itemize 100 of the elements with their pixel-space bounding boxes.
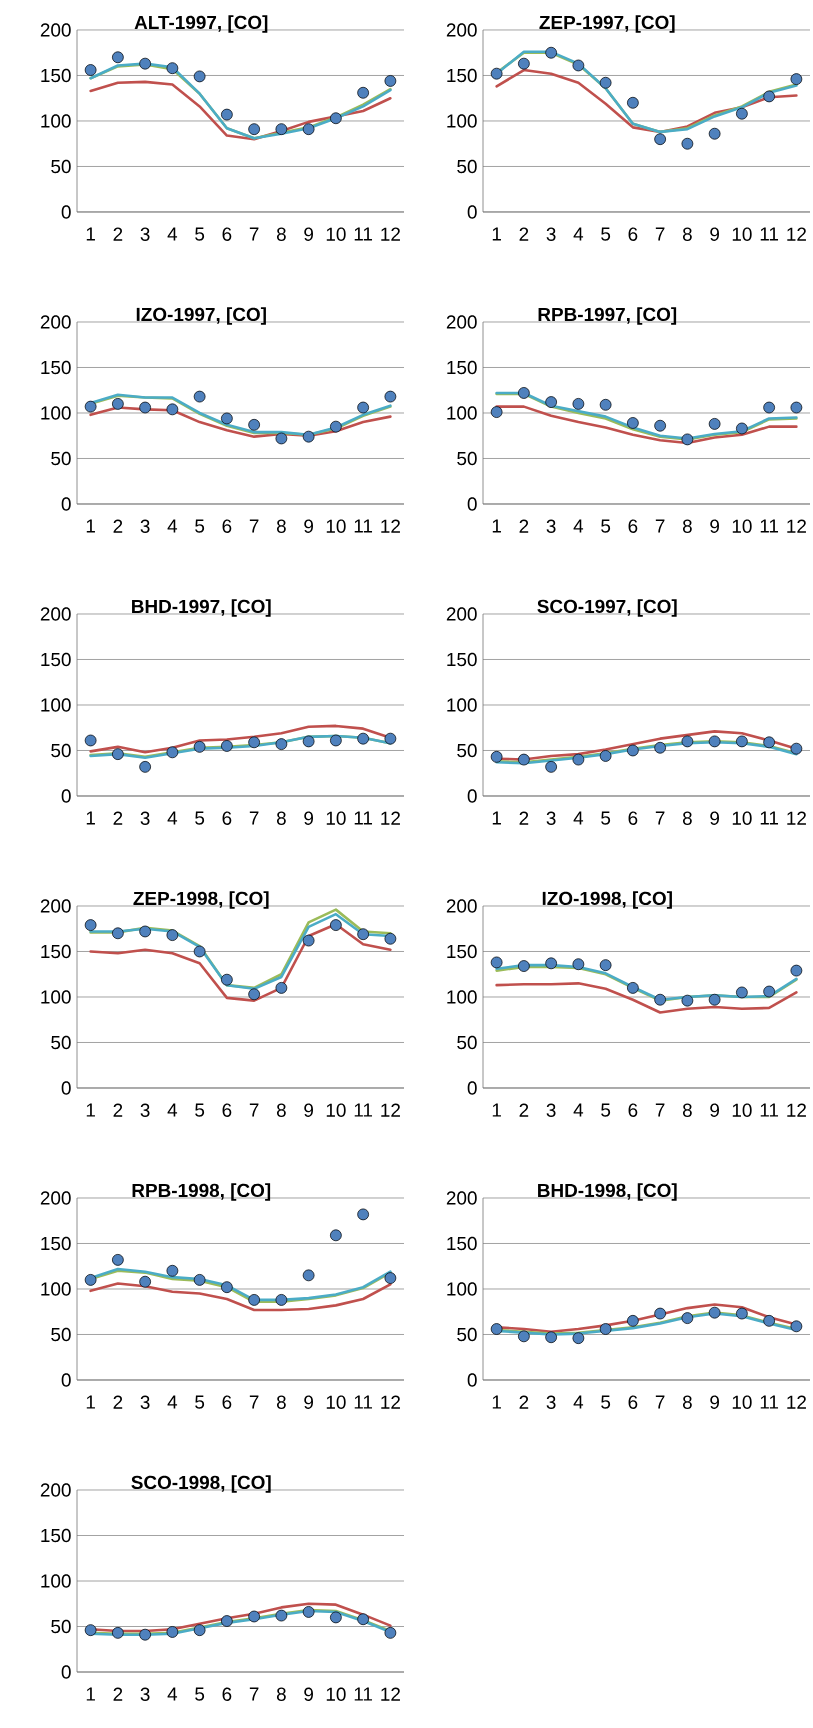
y-tick-label: 0 <box>467 789 477 803</box>
point <box>763 985 775 998</box>
x-tick-label: 7 <box>249 1395 259 1409</box>
point <box>139 1275 151 1288</box>
point <box>275 432 288 445</box>
x-tick-label: 1 <box>492 519 501 533</box>
point <box>139 401 151 414</box>
y-tick-label: 100 <box>447 406 477 420</box>
x-tick-label: 10 <box>732 227 752 241</box>
point <box>193 945 206 958</box>
x-tick-label: 8 <box>276 1687 286 1701</box>
x-tick-label: 1 <box>492 227 501 241</box>
x-tick-label: 11 <box>760 811 779 825</box>
x-tick-label: 12 <box>381 227 400 241</box>
point <box>221 1281 233 1294</box>
x-tick-label: 5 <box>601 1103 611 1117</box>
x-tick-label: 1 <box>86 1395 95 1409</box>
x-tick-label: 5 <box>195 519 205 533</box>
point <box>627 982 639 994</box>
y-tick-label: 100 <box>447 114 477 128</box>
x-tick-label: 10 <box>326 519 346 533</box>
point <box>248 1610 260 1623</box>
point <box>193 741 206 753</box>
point <box>248 1294 260 1306</box>
y-tick-label: 200 <box>40 607 71 621</box>
y-tick-label: 50 <box>457 743 477 758</box>
y-tick-label: 150 <box>41 1236 71 1251</box>
y-tick-label: 200 <box>40 899 71 913</box>
point <box>84 64 97 76</box>
x-tick-label: 7 <box>655 1395 665 1409</box>
y-tick-label: 150 <box>41 652 71 667</box>
point <box>572 753 585 766</box>
x-tick-label: 10 <box>326 1395 346 1409</box>
x-tick-label: 3 <box>546 1103 556 1117</box>
x-tick-label: 12 <box>381 1103 400 1117</box>
point <box>302 1269 315 1282</box>
point <box>708 127 721 140</box>
x-tick-label: 9 <box>710 1395 719 1409</box>
x-tick-label: 2 <box>113 1395 123 1409</box>
y-tick-label: 150 <box>41 360 71 375</box>
x-tick-label: 3 <box>140 1103 150 1117</box>
y-tick-label: 50 <box>457 1035 477 1050</box>
x-tick-label: 9 <box>304 227 313 241</box>
point <box>736 986 748 999</box>
point <box>654 993 666 1006</box>
x-tick-label: 6 <box>222 811 232 825</box>
point <box>708 418 721 430</box>
chart-title: ALT-1997, [CO] <box>134 15 268 33</box>
point <box>490 1323 503 1335</box>
point <box>357 1208 369 1221</box>
x-tick-label: 2 <box>519 1395 529 1409</box>
point <box>193 70 206 83</box>
point <box>763 736 775 749</box>
point <box>302 735 315 748</box>
x-tick-label: 1 <box>86 519 95 533</box>
y-tick-label: 50 <box>51 1035 71 1050</box>
point <box>627 417 639 429</box>
point <box>627 96 639 109</box>
point <box>302 430 315 443</box>
x-tick-label: 10 <box>326 227 346 241</box>
y-tick-label: 50 <box>51 1327 71 1342</box>
x-tick-label: 7 <box>655 811 665 825</box>
x-tick-label: 6 <box>222 1687 232 1701</box>
x-tick-label: 2 <box>519 811 529 825</box>
point <box>763 90 775 103</box>
y-tick-label: 0 <box>61 205 71 219</box>
x-tick-label: 7 <box>655 1103 665 1117</box>
line-series <box>495 982 798 1014</box>
x-tick-label: 7 <box>655 227 665 241</box>
y-tick-label: 50 <box>51 451 71 466</box>
x-tick-label: 11 <box>354 1687 373 1701</box>
x-tick-label: 2 <box>113 1687 123 1701</box>
x-tick-label: 1 <box>492 1103 501 1117</box>
y-tick-label: 150 <box>447 1236 477 1251</box>
chart-title: SCO-1997, [CO] <box>537 599 677 617</box>
point <box>654 1307 666 1320</box>
point <box>275 982 288 994</box>
point <box>112 748 124 760</box>
x-tick-label: 2 <box>519 227 529 241</box>
point <box>221 108 233 121</box>
point <box>112 398 124 410</box>
point <box>330 734 342 747</box>
x-tick-label: 9 <box>304 811 313 825</box>
chart-title: RPB-1998, [CO] <box>132 1183 271 1201</box>
point <box>84 400 97 413</box>
x-tick-label: 4 <box>573 1103 584 1117</box>
point <box>518 387 530 399</box>
x-tick-label: 10 <box>326 1103 346 1117</box>
x-tick-label: 5 <box>195 1103 205 1117</box>
x-tick-label: 12 <box>787 1103 806 1117</box>
point <box>736 107 748 120</box>
y-tick-label: 150 <box>447 360 477 375</box>
point <box>518 57 530 70</box>
x-tick-label: 11 <box>760 1103 779 1117</box>
x-tick-label: 1 <box>492 811 501 825</box>
y-tick-label: 100 <box>41 1574 71 1588</box>
point <box>736 735 748 748</box>
point <box>681 1312 694 1324</box>
point <box>627 744 639 757</box>
point <box>166 929 179 941</box>
